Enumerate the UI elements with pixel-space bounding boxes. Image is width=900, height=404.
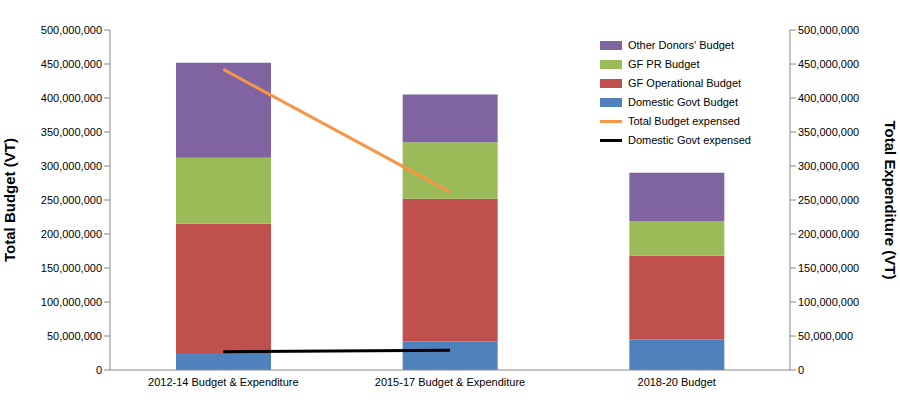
svg-text:500,000,000: 500,000,000 bbox=[798, 24, 859, 36]
svg-text:350,000,000: 350,000,000 bbox=[798, 126, 859, 138]
svg-text:350,000,000: 350,000,000 bbox=[41, 126, 102, 138]
svg-text:2015-17 Budget & Expenditure: 2015-17 Budget & Expenditure bbox=[375, 376, 525, 388]
html-text:GF PR Budget: GF PR Budget bbox=[628, 58, 700, 70]
html-text:Domestic Govt expensed: Domestic Govt expensed bbox=[628, 134, 751, 146]
svg-text:400,000,000: 400,000,000 bbox=[798, 92, 859, 104]
svg-text:300,000,000: 300,000,000 bbox=[41, 160, 102, 172]
svg-text:2012-14 Budget & Expenditure: 2012-14 Budget & Expenditure bbox=[148, 376, 298, 388]
svg-text:2018-20 Budget: 2018-20 Budget bbox=[638, 376, 716, 388]
svg-text:0: 0 bbox=[96, 364, 102, 376]
svg-text:0: 0 bbox=[798, 364, 804, 376]
html-text:Other Donors' Budget: Other Donors' Budget bbox=[628, 39, 734, 51]
html-text:Total Budget expensed: Total Budget expensed bbox=[628, 115, 740, 127]
html-text:Domestic Govt Budget: Domestic Govt Budget bbox=[628, 96, 739, 108]
svg-text:500,000,000: 500,000,000 bbox=[41, 24, 102, 36]
svg-text:200,000,000: 200,000,000 bbox=[798, 228, 859, 240]
svg-text:400,000,000: 400,000,000 bbox=[41, 92, 102, 104]
svg-text:Total Expenditure (VT): Total Expenditure (VT) bbox=[882, 121, 892, 280]
html-text:GF Operational Budget: GF Operational Budget bbox=[628, 77, 742, 89]
svg-text:150,000,000: 150,000,000 bbox=[798, 262, 859, 274]
svg-text:450,000,000: 450,000,000 bbox=[41, 58, 102, 70]
svg-text:200,000,000: 200,000,000 bbox=[41, 228, 102, 240]
svg-text:250,000,000: 250,000,000 bbox=[41, 194, 102, 206]
svg-text:50,000,000: 50,000,000 bbox=[798, 330, 853, 342]
svg-text:150,000,000: 150,000,000 bbox=[41, 262, 102, 274]
svg-text:250,000,000: 250,000,000 bbox=[798, 194, 859, 206]
svg-text:100,000,000: 100,000,000 bbox=[798, 296, 859, 308]
svg-text:50,000,000: 50,000,000 bbox=[47, 330, 102, 342]
svg-text:100,000,000: 100,000,000 bbox=[41, 296, 102, 308]
svg-text:450,000,000: 450,000,000 bbox=[798, 58, 859, 70]
svg-text:300,000,000: 300,000,000 bbox=[798, 160, 859, 172]
svg-text:Total Budget (VT): Total Budget (VT) bbox=[8, 138, 18, 262]
